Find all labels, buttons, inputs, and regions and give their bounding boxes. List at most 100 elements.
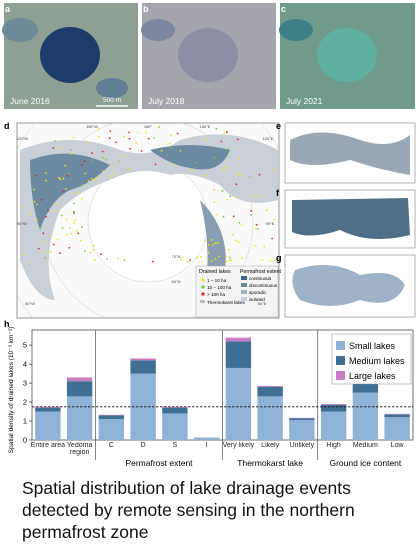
lake-dot (230, 259, 233, 262)
graticule-label: 90°E (266, 221, 275, 226)
lake-dot (216, 242, 219, 244)
lake-dot (64, 187, 67, 190)
lake-dot (136, 131, 139, 134)
lake-dot (62, 177, 65, 180)
lake-dot (250, 209, 253, 212)
lake-dot (90, 177, 93, 180)
lake-dot (147, 137, 150, 140)
pond (279, 19, 313, 41)
lake-dot (108, 175, 110, 178)
bar-segment (257, 386, 283, 397)
image-date: June 2016 (10, 96, 50, 106)
y-tick-label: 2 (23, 398, 27, 407)
lake-dot (69, 226, 71, 229)
lake-dot (68, 246, 71, 249)
graticule-label: 70°N (172, 254, 181, 259)
lake-dot (272, 169, 274, 171)
lake-dot (28, 260, 30, 263)
x-tick-label-box: S (173, 442, 178, 449)
lake-dot (240, 224, 243, 226)
lake-dot (214, 258, 217, 260)
lake-dot (87, 180, 90, 183)
land (290, 132, 410, 175)
lake-dot (254, 227, 257, 230)
bar-segment (130, 358, 156, 361)
graticule-label: 150°W (86, 124, 98, 129)
y-tick-label: 5 (23, 341, 27, 350)
lake-dot (59, 252, 61, 255)
lake-dot (94, 259, 96, 261)
lake-dot (61, 227, 64, 230)
bar-segment (35, 406, 61, 408)
lake-dot (179, 149, 182, 152)
lake-dot (212, 243, 215, 246)
lake-dot (65, 218, 68, 221)
lake-dot (36, 203, 38, 206)
legend-label: > 100 ha (207, 292, 225, 297)
bar-segment (193, 438, 220, 440)
y-tick-label: 0 (23, 436, 27, 445)
lake-dot (269, 259, 272, 262)
lake-dot (207, 244, 210, 246)
x-tick-label: Likely (261, 442, 280, 449)
lake-dot (39, 227, 42, 230)
lake-dot (49, 235, 52, 238)
lake-dot (195, 161, 198, 164)
lake-dot (189, 259, 191, 262)
lake-dot (113, 173, 116, 176)
y-tick-label: 3 (23, 379, 27, 388)
lake-dot (52, 243, 55, 246)
lake-dot (238, 157, 241, 160)
lake-dot (105, 159, 108, 161)
bar-segment (98, 415, 125, 420)
bar-segment (257, 396, 283, 440)
bar-segment (162, 413, 188, 440)
lake-dot (128, 137, 131, 140)
lake-dot (59, 146, 62, 149)
lake-dot (30, 213, 32, 216)
lake-dot (210, 239, 213, 241)
lake-dot (225, 255, 228, 258)
x-tick-label: Entire area (30, 442, 65, 449)
lake-dot (221, 190, 224, 192)
lake-dot (273, 218, 276, 221)
lake-dot (232, 215, 235, 218)
lake-dot (196, 256, 199, 259)
legend-label: Medium lakes (349, 356, 405, 366)
lake-dot (74, 219, 76, 222)
graticule-label: 180° (144, 124, 153, 129)
x-tick-label-box: D (141, 442, 146, 449)
y-tick-label: 4 (23, 360, 27, 369)
x-tick-label-box: Low (391, 442, 404, 449)
lake-dot (45, 215, 47, 218)
bar-segment (130, 360, 156, 374)
graticule-label: 60°E (258, 301, 267, 306)
graticule-label: 120°W (16, 136, 28, 141)
satellite-images (2, 3, 415, 109)
y-axis-label: Spatial density of drained lakes (10⁻³ k… (8, 327, 15, 454)
x-tick-label: C (108, 442, 114, 449)
lake-dot (258, 195, 261, 198)
bar-segment (289, 418, 315, 421)
legend-label: isolated (249, 297, 265, 302)
lake-dot (229, 256, 232, 259)
panels-efg (284, 122, 416, 318)
bar-segment (320, 404, 347, 412)
legend-swatch (336, 341, 345, 350)
lake-dot (49, 251, 52, 254)
permafrost (30, 145, 230, 230)
y-tick-label: 1 (23, 417, 27, 426)
graticule-label: 60°W (25, 301, 35, 306)
lake-dot (56, 203, 58, 206)
lake-dot (235, 239, 237, 242)
lake-dot (236, 196, 239, 199)
lake-dot (214, 242, 217, 245)
lake-dot (52, 147, 55, 149)
lake-dot (170, 134, 173, 137)
x-tick-label: Unlikely (289, 442, 315, 449)
panel-label: h (4, 319, 10, 329)
x-tick-label-box: Likely (261, 442, 280, 449)
panel-label: a (5, 4, 11, 14)
lake-dot (225, 131, 228, 134)
